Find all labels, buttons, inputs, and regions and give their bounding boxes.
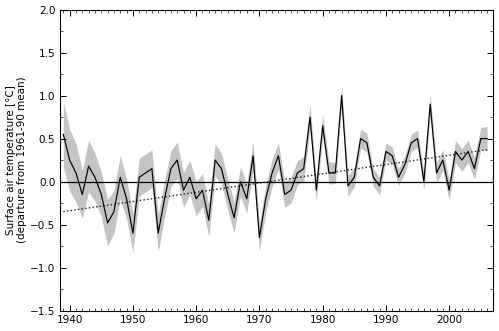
Y-axis label: Surface air temperature [°C]
(departure from 1961-90 mean): Surface air temperature [°C] (departure … xyxy=(5,77,27,243)
